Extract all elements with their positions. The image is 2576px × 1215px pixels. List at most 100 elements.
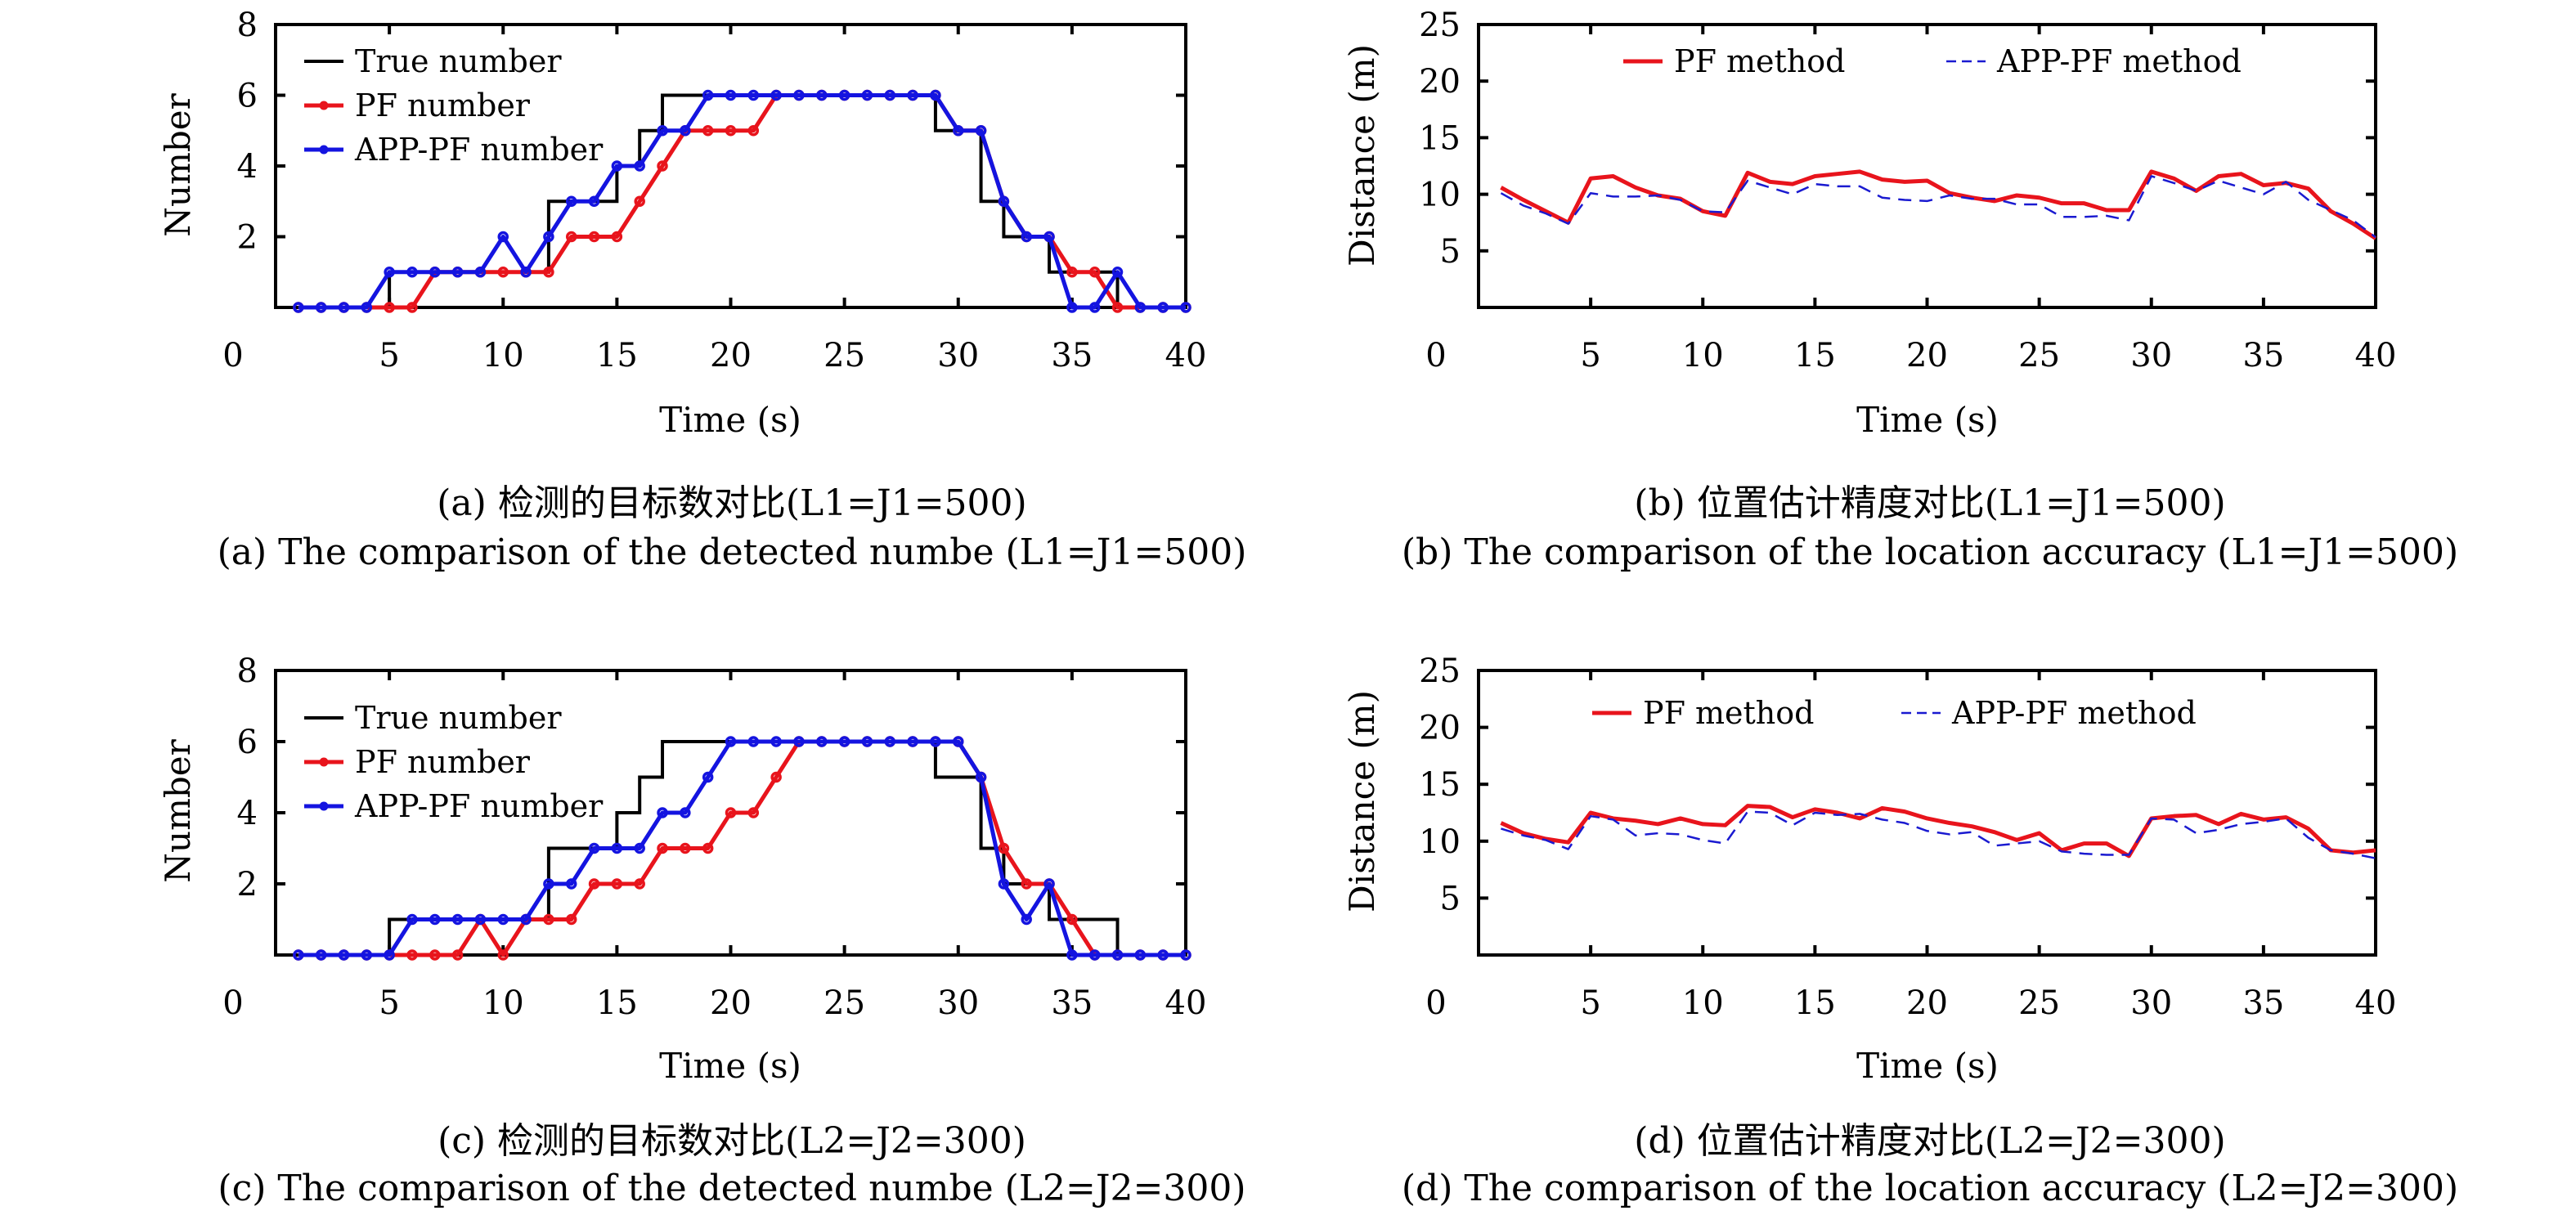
data-point [725, 807, 737, 818]
data-point [998, 195, 1010, 207]
legend-label: APP-PF method [1996, 43, 2242, 79]
data-point [634, 878, 645, 890]
data-point [611, 878, 623, 890]
data-point [1021, 231, 1032, 243]
x-tick-label: 25 [2018, 984, 2060, 1022]
y-tick-label: 2 [237, 866, 258, 903]
data-point [1021, 913, 1032, 926]
data-point [406, 913, 418, 926]
data-point [702, 842, 714, 854]
data-point [930, 736, 941, 747]
caption-cn: (d) 位置估计精度对比(L2=J2=300) [1634, 1120, 2225, 1162]
data-point [474, 267, 487, 278]
data-point [998, 878, 1010, 890]
series-app-pf-method [1501, 810, 2376, 859]
y-tick-label: 8 [237, 652, 258, 690]
data-point [588, 195, 600, 207]
x-tick-label: 15 [596, 984, 638, 1022]
data-point [702, 125, 714, 137]
y-axis-label: Number [158, 738, 198, 882]
caption-en: (c) The comparison of the detected numbe… [218, 1168, 1245, 1209]
data-point [884, 736, 896, 747]
series-line [1501, 810, 2376, 859]
legend-label: APP-PF number [354, 132, 604, 168]
data-point [543, 231, 554, 243]
data-point [1066, 949, 1078, 961]
x-tick-label: 30 [2130, 984, 2172, 1022]
data-point [611, 231, 623, 243]
x-tick-label: 20 [1906, 337, 1948, 374]
data-point [565, 231, 577, 243]
x-tick-label: 0 [1425, 337, 1446, 374]
data-point [565, 195, 577, 207]
data-point [861, 89, 873, 101]
data-point [315, 949, 327, 961]
data-point [907, 736, 918, 747]
series-app-pf-method [1500, 175, 2376, 239]
legend-marker [319, 801, 329, 811]
data-point [429, 949, 441, 961]
legend-item: PF method [1592, 695, 1814, 731]
data-point [565, 913, 577, 926]
data-point [361, 302, 373, 313]
legend: PF method APP-PF method [1592, 695, 2197, 731]
caption-en: (d) The comparison of the location accur… [1402, 1168, 2458, 1209]
y-tick-label: 6 [237, 724, 258, 761]
data-point [838, 736, 850, 747]
x-tick-label: 0 [1425, 984, 1446, 1022]
data-point [588, 878, 600, 890]
legend-item: PF number [304, 87, 531, 123]
y-tick-label: 25 [1419, 652, 1461, 690]
legend-label: True number [355, 700, 562, 736]
data-point [725, 736, 737, 747]
data-point [406, 267, 418, 278]
data-point [770, 771, 782, 783]
data-point [338, 949, 350, 961]
legend-item: APP-PF method [1946, 43, 2242, 79]
x-tick-label: 35 [2242, 337, 2284, 374]
x-tick-label: 0 [222, 337, 243, 374]
y-tick-label: 20 [1419, 63, 1461, 101]
data-point [816, 736, 828, 747]
data-point [838, 89, 850, 101]
legend-label: PF method [1643, 695, 1814, 731]
y-tick-label: 25 [1419, 7, 1461, 44]
legend-label: PF method [1674, 43, 1845, 79]
y-tick-label: 10 [1419, 823, 1461, 861]
x-tick-label: 40 [1165, 984, 1207, 1022]
x-tick-label: 35 [1051, 337, 1093, 374]
data-point [793, 89, 805, 101]
series-app-pf-number [293, 89, 1192, 313]
data-point [1021, 878, 1032, 890]
data-point [451, 949, 464, 961]
data-point [634, 195, 645, 207]
data-point [680, 807, 691, 818]
caption-cn: (b) 位置估计精度对比(L1=J1=500) [1634, 482, 2225, 524]
data-point [384, 949, 395, 961]
data-point [588, 842, 600, 854]
series-line [298, 739, 1186, 957]
y-tick-label: 5 [1440, 233, 1461, 271]
x-tick-label: 10 [482, 984, 524, 1022]
y-tick-label: 8 [237, 7, 258, 44]
y-tick-label: 4 [237, 795, 258, 832]
x-axis-label: Time (s) [659, 1046, 801, 1086]
y-tick-label: 4 [237, 148, 258, 186]
x-tick-label: 10 [482, 337, 524, 374]
legend-item: APP-PF number [304, 788, 604, 824]
y-tick-label: 20 [1419, 710, 1461, 747]
data-point [497, 231, 509, 243]
y-tick-label: 10 [1419, 177, 1461, 214]
data-point [953, 125, 964, 137]
data-point [1111, 302, 1124, 313]
data-point [1134, 949, 1147, 961]
data-point [657, 842, 668, 854]
panel-c-detected-number-chart: (c) 检测的目标数对比(L2=J2=300) (c) The comparis… [158, 652, 1246, 1209]
data-point [451, 267, 464, 278]
data-point [429, 267, 441, 278]
x-tick-label: 25 [824, 984, 865, 1022]
data-point [702, 771, 714, 783]
data-point [1066, 302, 1078, 313]
data-point [1066, 267, 1078, 278]
